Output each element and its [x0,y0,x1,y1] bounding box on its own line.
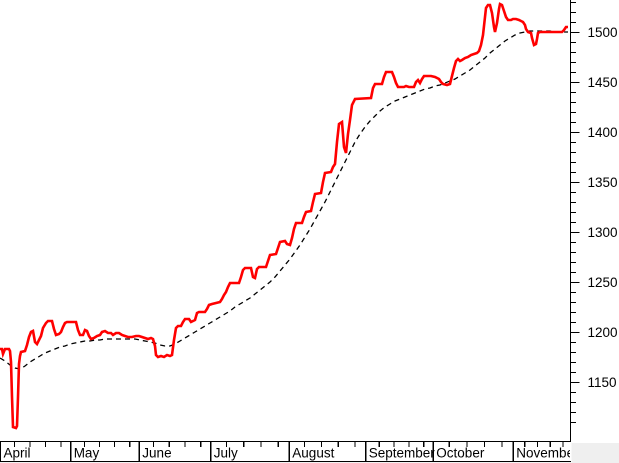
price-line [0,2,568,430]
x-axis-month-label: October [436,446,485,461]
x-axis-month-label: April [4,446,31,461]
plot-series [0,2,568,430]
x-axis-labels: April May June July August September October No… [4,446,579,461]
y-axis-tick-label: 1200 [588,325,618,340]
outside-corner-area [571,443,619,463]
y-axis-tick-label: 1400 [588,125,618,140]
x-axis [0,440,571,463]
x-axis-month-label: September [369,446,436,461]
moving-average-line [0,30,568,370]
y-axis: 1500 1450 1400 1350 1300 1250 1200 1150 [569,0,618,442]
x-axis-month-label: August [292,446,334,461]
y-axis-tick-label: 1150 [588,375,617,390]
y-axis-tick-label: 1250 [588,275,618,290]
y-axis-tick-label: 1450 [588,75,618,90]
y-axis-tick-label: 1500 [588,25,618,40]
y-axis-tick-label: 1300 [588,225,618,240]
x-axis-month-label: July [214,446,238,461]
x-axis-month-label: May [74,446,100,461]
x-axis-month-label: June [142,446,171,461]
x-axis-month-label: November [516,446,579,461]
y-axis-tick-label: 1350 [588,175,618,190]
